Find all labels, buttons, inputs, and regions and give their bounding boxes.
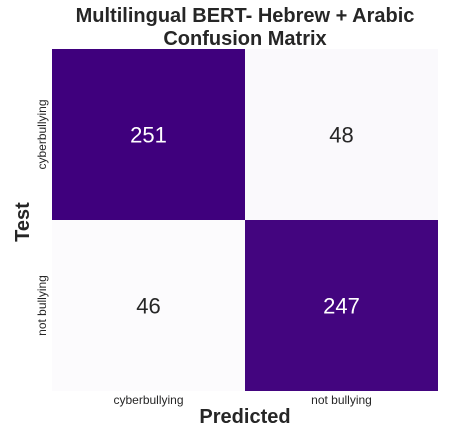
cell-value-label-r1-c1: 247	[323, 294, 360, 319]
x-axis-label: Predicted	[199, 406, 290, 428]
heatmap-cell-r0-c1	[245, 49, 438, 220]
y-tick-label-1: not bullying	[35, 275, 49, 336]
x-tick-label-0: cyberbullying	[113, 393, 183, 407]
chart-title-line-1: Multilingual BERT- Hebrew + Arabic	[76, 5, 415, 27]
cell-value-label-r0-c0: 251	[130, 123, 167, 148]
chart-title-line-2: Confusion Matrix	[163, 28, 326, 50]
cell-value-label-r1-c0: 46	[136, 294, 160, 319]
y-tick-label-0: cyberbullying	[35, 99, 49, 169]
heatmap-cell-r1-c0	[52, 220, 245, 391]
x-tick-label-1: not bullying	[311, 393, 372, 407]
y-axis-label: Test	[12, 202, 34, 242]
cell-value-label-r0-c1: 48	[329, 123, 353, 148]
heatmap-cells: 251 48 46 247	[52, 49, 438, 391]
heatmap-cell-r1-c1	[245, 220, 438, 391]
heatmap-cell-r0-c0	[52, 49, 245, 220]
